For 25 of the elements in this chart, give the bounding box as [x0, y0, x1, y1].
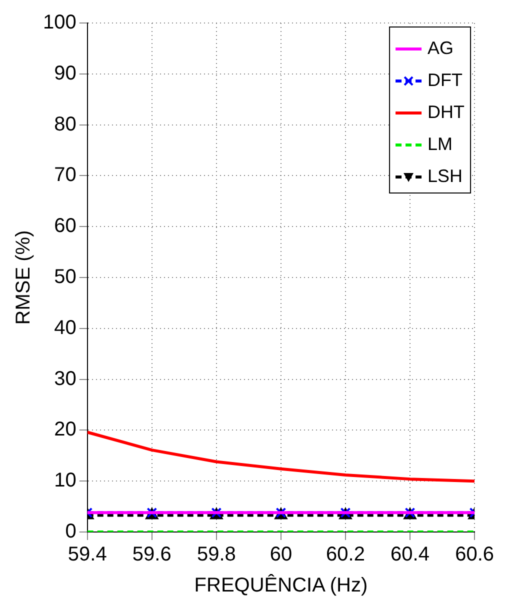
x-axis-title: FREQUÊNCIA (Hz) [194, 574, 368, 597]
y-tick-label: 40 [54, 316, 76, 339]
legend-label: DHT [428, 102, 465, 122]
y-tick-label: 80 [54, 113, 76, 136]
y-tick-label: 50 [54, 266, 76, 288]
x-tick-label: 59.8 [196, 544, 236, 566]
y-tick-label: 60 [54, 215, 76, 238]
x-tick-label: 60.6 [455, 544, 494, 566]
x-tick-label: 59.6 [132, 544, 172, 566]
y-axis-title: RMSE (%) [12, 230, 35, 325]
x-tick-label: 60.4 [390, 544, 430, 566]
y-tick-label: 100 [42, 12, 76, 34]
y-tick-label: 10 [54, 470, 76, 492]
y-tick-label: 70 [54, 164, 76, 186]
y-tick-label: 90 [54, 62, 76, 84]
x-tick-label: 59.4 [68, 544, 107, 566]
legend-label: AG [428, 38, 454, 58]
x-tick-label: 60 [270, 544, 292, 566]
legend-label: LSH [428, 166, 463, 186]
legend-label: DFT [428, 70, 463, 90]
y-tick-label: 0 [65, 520, 76, 543]
x-tick-label: 60.2 [326, 544, 365, 566]
y-tick-label: 30 [54, 368, 76, 390]
legend-label: LM [428, 134, 453, 154]
y-tick-label: 20 [54, 418, 76, 441]
